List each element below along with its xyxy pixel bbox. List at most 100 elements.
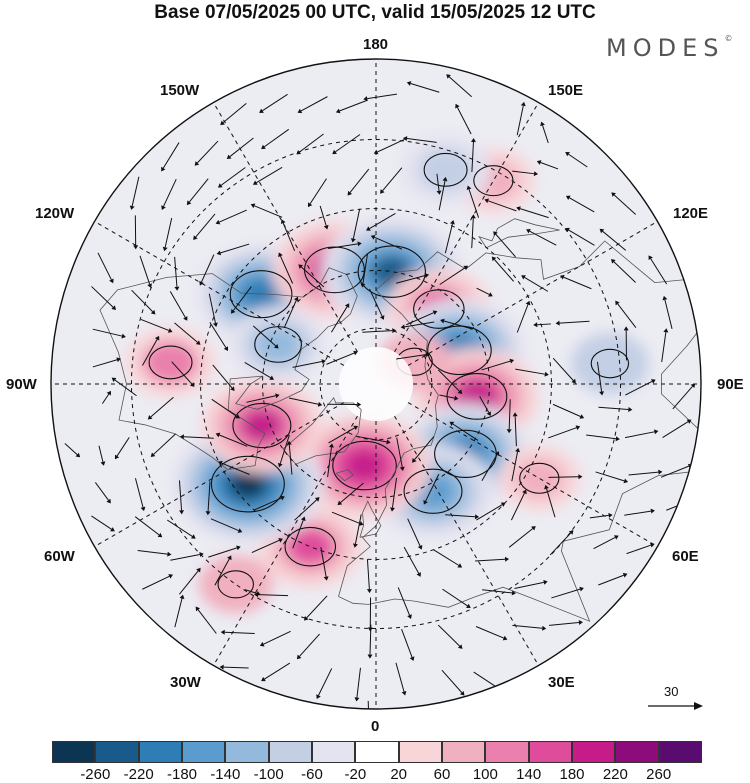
wind-arrow-head — [533, 322, 538, 328]
wind-arrow-head — [565, 195, 571, 200]
wind-arrow-head — [167, 551, 172, 557]
wind-arrow-head — [269, 375, 275, 380]
colorbar — [52, 741, 702, 763]
wind-arrow — [661, 332, 667, 362]
wind-arrow-head — [275, 393, 280, 399]
colorbar-tick-label: 100 — [472, 766, 498, 783]
wind-arrow — [258, 594, 289, 597]
wind-arrow-head — [357, 402, 362, 408]
wind-arrow-head — [196, 567, 201, 573]
wind-arrow — [569, 197, 595, 213]
wind-arrow — [94, 482, 109, 501]
wind-arrow-head — [662, 295, 668, 301]
wind-arrow-head — [373, 149, 379, 155]
colorbar-cell — [658, 741, 702, 763]
wind-arrow — [254, 205, 283, 218]
wind-arrow-head — [110, 527, 115, 532]
lon-label-150e: 150E — [548, 82, 584, 99]
wind-arrow-head — [344, 303, 350, 308]
colorbar-tick-label: 260 — [646, 766, 672, 783]
wind-arrow-head — [466, 603, 471, 609]
map-border — [50, 58, 702, 710]
wind-arrow-head — [220, 120, 225, 126]
wind-arrow-head — [692, 497, 698, 502]
wind-arrow-head — [578, 620, 583, 626]
wind-arrow-head — [307, 202, 313, 208]
wind-arrows — [64, 74, 698, 709]
wind-arrow — [219, 434, 248, 447]
wind-arrow-head — [363, 96, 368, 102]
wind-arrow — [396, 437, 403, 468]
wind-arrow-head — [512, 412, 518, 417]
wind-arrow — [593, 536, 616, 550]
wind-arrow-head — [195, 606, 201, 612]
wind-arrow — [335, 134, 361, 153]
wind-arrow-head — [409, 656, 415, 662]
wind-arrow-head — [623, 478, 629, 484]
wind-arrow — [349, 168, 370, 193]
wind-arrow-head — [449, 220, 455, 225]
height-contour-high-north-atlantic — [284, 526, 337, 567]
map-title: Base 07/05/2025 00 UTC, valid 15/05/2025… — [154, 2, 596, 23]
wind-arrow-head — [300, 516, 306, 522]
wind-arrow-head — [261, 144, 266, 150]
wind-arrow — [299, 133, 324, 153]
wind-arrow — [116, 437, 130, 457]
wind-arrow-head — [412, 458, 417, 463]
wind-arrow — [251, 539, 280, 554]
wind-arrow-head — [321, 359, 326, 364]
wind-arrow-head — [457, 389, 463, 395]
wind-arrow-head — [615, 436, 620, 442]
wind-arrow — [92, 328, 123, 337]
wind-arrow-head — [509, 358, 515, 364]
wind-arrow-head — [579, 586, 584, 592]
wind-arrow-head — [114, 454, 120, 460]
anomaly-contour-low-west-pacific-s — [417, 148, 474, 192]
wind-arrow — [178, 570, 199, 595]
wind-arrow-head — [133, 245, 139, 250]
wind-arrow-head — [298, 264, 303, 269]
wind-arrow — [163, 178, 177, 207]
anomaly-contour-low-gulf-alaska — [256, 327, 300, 362]
height-contour-high-canada-west — [148, 345, 193, 380]
vector-scale-label: 30 — [664, 684, 679, 699]
wind-arrow — [471, 141, 474, 173]
wind-arrow — [662, 421, 689, 439]
wind-arrow-head — [526, 229, 531, 234]
wind-arrow-head — [559, 274, 565, 280]
wind-arrow-head — [273, 343, 279, 349]
wind-arrow-head — [106, 390, 111, 396]
latitude-circle — [130, 138, 622, 630]
wind-arrow-head — [615, 300, 620, 306]
wind-arrow-head — [167, 328, 173, 333]
wind-arrow-head — [161, 166, 166, 172]
wind-arrow — [134, 516, 160, 536]
wind-arrow-head — [531, 526, 536, 531]
lon-label-180: 180 — [363, 36, 389, 53]
wind-arrow — [170, 553, 200, 561]
wind-arrow-head — [542, 625, 547, 631]
wind-arrow-head — [454, 395, 459, 401]
wind-arrow-head — [401, 690, 407, 696]
colorbar-cell — [95, 741, 139, 763]
wind-arrow — [369, 624, 372, 655]
wind-arrow-head — [407, 614, 412, 619]
anomaly-contour-low-india — [570, 333, 649, 395]
wind-arrow — [552, 357, 574, 381]
height-contour-high-greenland-sea — [332, 440, 397, 491]
wind-arrow — [551, 588, 581, 599]
wind-arrow — [613, 261, 636, 283]
wind-arrow-head — [446, 74, 451, 79]
wind-arrow — [396, 275, 426, 284]
wind-arrow — [362, 330, 393, 333]
wind-arrow-head — [416, 572, 421, 577]
wind-arrow — [444, 223, 453, 254]
wind-arrow — [92, 359, 118, 368]
colorbar-cell — [398, 741, 442, 763]
wind-arrow — [252, 325, 276, 347]
wind-arrow — [140, 318, 169, 331]
wind-arrow — [354, 514, 362, 544]
wind-arrow — [542, 125, 549, 144]
wind-arrow — [377, 138, 405, 153]
lon-label-60w: 60W — [44, 548, 75, 565]
